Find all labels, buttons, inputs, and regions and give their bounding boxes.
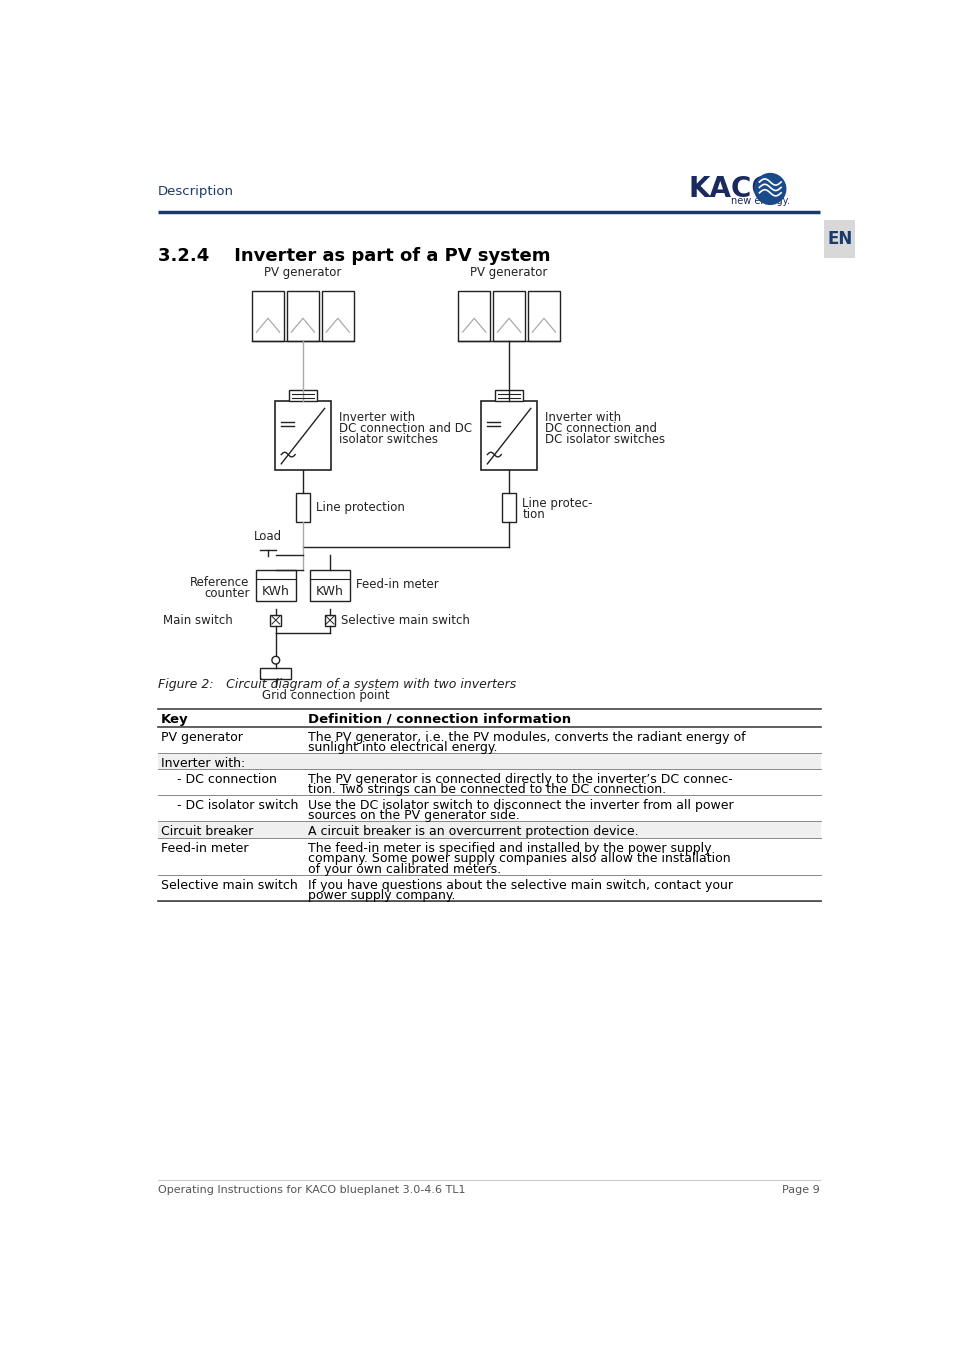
Bar (286, 292, 319, 342)
Text: Selective main switch: Selective main switch (161, 879, 297, 892)
Bar (295, 493, 310, 522)
Text: Figure 2: Circuit diagram of a system with two inverters: Figure 2: Circuit diagram of a system wi… (158, 678, 516, 691)
Text: new energy.: new energy. (730, 196, 789, 205)
Circle shape (754, 174, 785, 204)
Bar (324, 614, 335, 625)
Text: counter: counter (204, 587, 249, 599)
Text: Page 9: Page 9 (781, 1184, 819, 1195)
Text: Use the DC isolator switch to disconnect the inverter from all power: Use the DC isolator switch to disconnect… (308, 799, 733, 811)
Text: KWh: KWh (315, 585, 344, 598)
Text: Operating Instructions for KACO blueplanet 3.0-4.6 TL1: Operating Instructions for KACO blueplan… (158, 1184, 465, 1195)
Text: isolator switches: isolator switches (338, 433, 437, 446)
Text: power supply company.: power supply company. (308, 890, 456, 902)
Text: Description: Description (158, 185, 233, 197)
Text: Key: Key (161, 713, 189, 725)
Text: Line protection: Line protection (315, 501, 405, 514)
Text: sunlight into electrical energy.: sunlight into electrical energy. (308, 741, 497, 755)
Bar (495, 390, 522, 401)
Bar (527, 292, 559, 342)
Text: Reference: Reference (190, 576, 249, 589)
Text: PV generator: PV generator (264, 266, 341, 279)
Bar (274, 401, 331, 470)
Text: KWh: KWh (261, 585, 290, 598)
Text: PV generator: PV generator (161, 732, 243, 744)
Bar (480, 401, 537, 470)
Bar (158, 821, 820, 838)
Text: Selective main switch: Selective main switch (340, 614, 469, 628)
Text: Inverter with: Inverter with (544, 412, 620, 424)
Bar (252, 292, 284, 342)
Text: DC connection and: DC connection and (544, 423, 656, 435)
Text: The PV generator, i.e. the PV modules, converts the radiant energy of: The PV generator, i.e. the PV modules, c… (308, 732, 745, 744)
Text: of your own calibrated meters.: of your own calibrated meters. (308, 863, 501, 876)
Text: tion: tion (521, 508, 544, 521)
Text: A circuit breaker is an overcurrent protection device.: A circuit breaker is an overcurrent prot… (308, 825, 639, 838)
Text: Feed-in meter: Feed-in meter (161, 842, 249, 855)
Text: company. Some power supply companies also allow the installation: company. Some power supply companies als… (308, 852, 730, 865)
Text: Inverter with:: Inverter with: (161, 757, 245, 771)
Bar (501, 493, 516, 522)
Text: Inverter with: Inverter with (338, 412, 415, 424)
Text: sources on the PV generator side.: sources on the PV generator side. (308, 809, 519, 822)
Text: Circuit breaker: Circuit breaker (161, 825, 253, 838)
Bar (270, 614, 281, 625)
Bar (310, 570, 350, 601)
Text: Definition / connection information: Definition / connection information (308, 713, 571, 725)
Text: - DC connection: - DC connection (161, 772, 276, 786)
Text: - DC isolator switch: - DC isolator switch (161, 799, 298, 811)
Text: The PV generator is connected directly to the inverter’s DC connec-: The PV generator is connected directly t… (308, 772, 732, 786)
Bar (321, 292, 354, 342)
Text: PV generator: PV generator (470, 266, 547, 279)
Bar (260, 668, 291, 679)
Bar (493, 292, 525, 342)
Text: Load: Load (253, 531, 282, 543)
Bar (255, 570, 295, 601)
Text: DC connection and DC: DC connection and DC (338, 423, 471, 435)
Text: The feed-in meter is specified and installed by the power supply: The feed-in meter is specified and insta… (308, 842, 711, 855)
Bar (289, 390, 316, 401)
Text: Line protec-: Line protec- (521, 497, 592, 510)
Bar (457, 292, 490, 342)
Bar (158, 753, 820, 768)
Text: EN: EN (826, 230, 852, 248)
Text: 3.2.4    Inverter as part of a PV system: 3.2.4 Inverter as part of a PV system (158, 247, 550, 265)
Bar (823, 220, 855, 258)
Text: Grid connection point: Grid connection point (261, 690, 389, 702)
Text: Main switch: Main switch (162, 614, 233, 628)
Text: KACO: KACO (688, 176, 775, 202)
Circle shape (272, 656, 279, 664)
Text: If you have questions about the selective main switch, contact your: If you have questions about the selectiv… (308, 879, 733, 892)
Text: Feed-in meter: Feed-in meter (356, 578, 438, 591)
Text: tion. Two strings can be connected to the DC connection.: tion. Two strings can be connected to th… (308, 783, 666, 796)
Text: DC isolator switches: DC isolator switches (544, 433, 664, 446)
